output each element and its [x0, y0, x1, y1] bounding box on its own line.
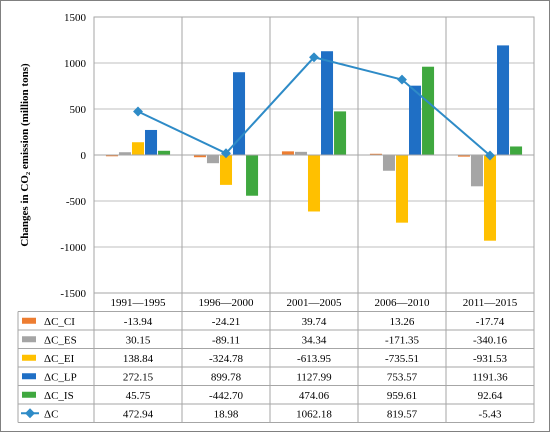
y-tick-label: -500 [66, 196, 87, 208]
y-tick-label: -1000 [60, 242, 86, 254]
legend-swatch [22, 391, 36, 398]
data-label: -324.78 [209, 353, 243, 365]
legend-swatch [22, 336, 36, 343]
bar [193, 155, 206, 158]
data-label: -171.35 [385, 334, 419, 346]
y-tick-label: 0 [81, 150, 87, 162]
bar [334, 111, 347, 155]
data-label: 30.15 [126, 334, 151, 346]
data-label: -735.51 [385, 353, 419, 365]
data-label: 753.57 [387, 371, 418, 383]
category-label: 2011—2015 [463, 297, 518, 309]
y-axis-label: Changes in CO₂ emission (million tons) [19, 63, 31, 247]
line-marker [133, 106, 143, 117]
legend-label: ΔC_CI [44, 316, 75, 328]
data-label: 819.57 [387, 408, 418, 420]
bar [510, 146, 523, 155]
y-tick-label: 1000 [64, 58, 87, 70]
bar [321, 51, 334, 156]
data-label: 474.06 [299, 390, 330, 402]
data-label: -442.70 [209, 390, 243, 402]
data-label: -340.16 [473, 334, 507, 346]
y-tick-label: -1500 [60, 288, 86, 300]
data-label: -613.95 [297, 353, 331, 365]
data-label: 138.84 [123, 353, 154, 365]
bar [422, 66, 435, 155]
bar [497, 45, 510, 155]
bar [118, 152, 131, 155]
bar [307, 155, 321, 212]
bar [281, 151, 294, 155]
data-label: 92.64 [478, 390, 503, 402]
line-marker [221, 148, 231, 159]
data-label: 472.94 [123, 408, 154, 420]
data-label: 45.75 [126, 390, 151, 402]
bar [246, 155, 259, 196]
bar [219, 155, 233, 185]
data-label: 13.26 [390, 316, 415, 328]
data-label: -89.11 [212, 334, 240, 346]
bar [105, 155, 118, 157]
line-series [137, 56, 491, 157]
y-tick-label: 1500 [64, 12, 87, 24]
data-label: 34.34 [302, 334, 327, 346]
data-label: 959.61 [387, 390, 417, 402]
legend-swatch [22, 317, 36, 324]
legend-label: ΔC_ES [44, 334, 77, 346]
category-label: 1996—2000 [199, 297, 255, 309]
bar [470, 155, 483, 187]
legend-swatch [22, 354, 36, 361]
data-label: 18.98 [214, 408, 239, 420]
bar [145, 129, 158, 155]
bar [395, 155, 409, 223]
data-label: 1191.36 [472, 371, 508, 383]
category-label: 2001—2005 [287, 297, 343, 309]
data-label: 1127.99 [296, 371, 332, 383]
bar [206, 155, 219, 164]
data-label: -24.21 [212, 316, 240, 328]
legend-swatch [22, 373, 36, 380]
bar [369, 153, 382, 155]
data-label: 39.74 [302, 316, 327, 328]
legend-label: ΔC_IS [44, 390, 74, 402]
category-label: 2006—2010 [375, 297, 431, 309]
data-label: -17.74 [476, 316, 505, 328]
data-label: -13.94 [124, 316, 153, 328]
legend-label: ΔC [44, 408, 58, 420]
data-label: 272.15 [123, 371, 154, 383]
bar [409, 85, 422, 155]
legend-marker [25, 408, 35, 419]
legend-label: ΔC_EI [44, 353, 75, 365]
data-label: 899.78 [211, 371, 242, 383]
legend-label: ΔC_LP [44, 371, 77, 383]
y-tick-label: 500 [70, 104, 87, 116]
bar [483, 155, 497, 241]
line-marker [485, 150, 495, 161]
bar [294, 151, 307, 155]
bar [131, 142, 145, 155]
category-label: 1991—1995 [111, 297, 167, 309]
bar [382, 155, 395, 171]
bar [457, 155, 470, 157]
bar [158, 150, 171, 155]
data-label: 1062.18 [296, 408, 332, 420]
data-label: -931.53 [473, 353, 507, 365]
data-label: -5.43 [479, 408, 502, 420]
